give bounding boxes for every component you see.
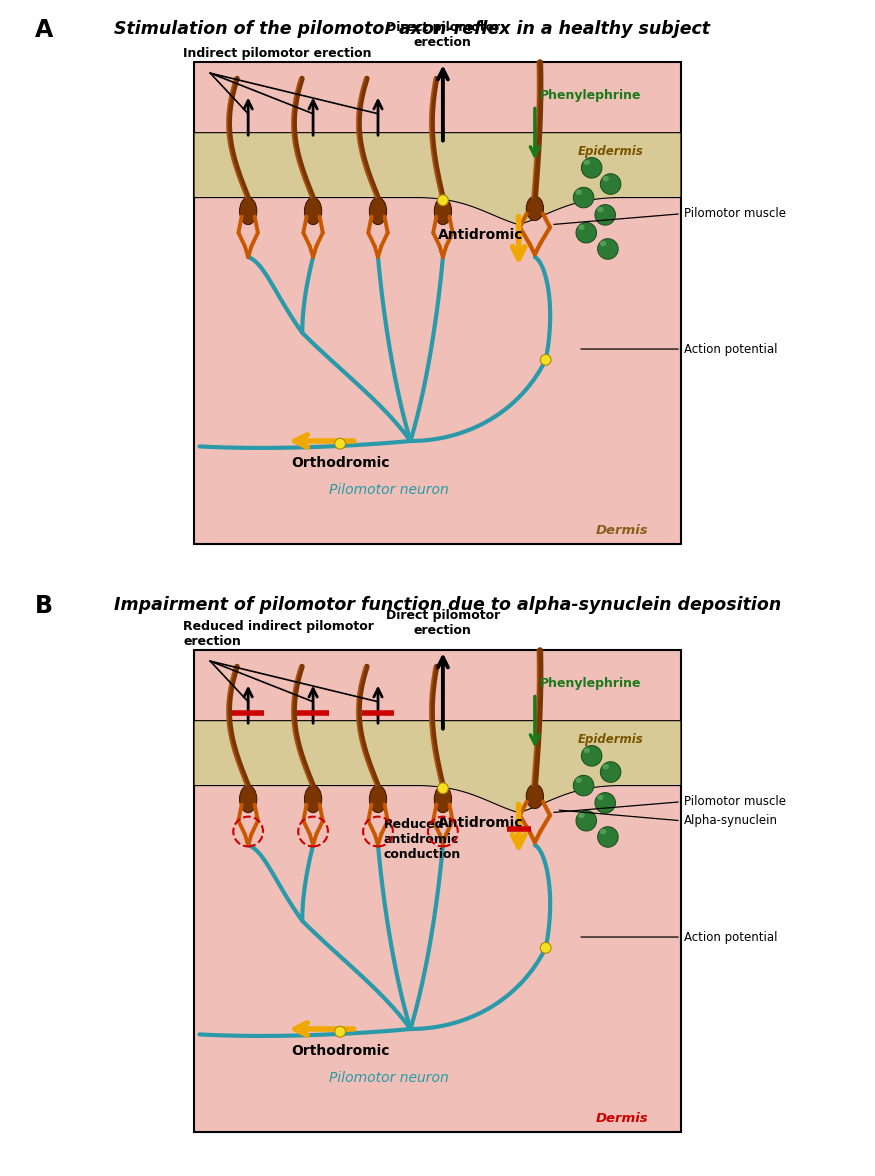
Ellipse shape <box>581 158 602 178</box>
Ellipse shape <box>540 942 551 954</box>
Text: Epidermis: Epidermis <box>578 733 643 746</box>
Text: Direct pilomotor
erection: Direct pilomotor erection <box>386 609 500 637</box>
Ellipse shape <box>438 783 448 794</box>
Text: Stimulation of the pilomotor axon-reflex in a healthy subject: Stimulation of the pilomotor axon-reflex… <box>114 20 710 38</box>
Ellipse shape <box>597 795 604 800</box>
Ellipse shape <box>600 174 621 194</box>
Ellipse shape <box>578 225 584 230</box>
Text: Indirect pilomotor erection: Indirect pilomotor erection <box>183 47 372 60</box>
Ellipse shape <box>304 198 322 225</box>
Ellipse shape <box>598 827 618 847</box>
Ellipse shape <box>369 786 387 813</box>
Ellipse shape <box>597 207 604 212</box>
Ellipse shape <box>603 176 609 181</box>
Text: Phenylephrine: Phenylephrine <box>540 89 641 102</box>
Ellipse shape <box>434 786 452 813</box>
Ellipse shape <box>598 239 618 259</box>
Ellipse shape <box>599 829 606 834</box>
Ellipse shape <box>595 205 615 225</box>
Text: Pilomotor muscle: Pilomotor muscle <box>683 795 786 808</box>
Ellipse shape <box>603 764 609 769</box>
Ellipse shape <box>304 786 322 813</box>
Polygon shape <box>194 133 681 225</box>
Text: Phenylephrine: Phenylephrine <box>540 677 641 690</box>
Ellipse shape <box>526 196 543 221</box>
Ellipse shape <box>573 775 594 796</box>
Ellipse shape <box>595 793 615 813</box>
Text: Epidermis: Epidermis <box>578 145 643 158</box>
Ellipse shape <box>335 439 346 449</box>
Text: Impairment of pilomotor function due to alpha-synuclein deposition: Impairment of pilomotor function due to … <box>114 596 781 614</box>
Ellipse shape <box>576 777 582 783</box>
Ellipse shape <box>573 187 594 208</box>
Ellipse shape <box>526 784 543 809</box>
Text: Pilomotor muscle: Pilomotor muscle <box>683 207 786 220</box>
Ellipse shape <box>240 198 257 225</box>
Ellipse shape <box>599 241 606 246</box>
Polygon shape <box>194 721 681 813</box>
Ellipse shape <box>335 1027 346 1037</box>
Text: Antidromic: Antidromic <box>438 228 523 242</box>
Text: Reduced indirect pilomotor
erection: Reduced indirect pilomotor erection <box>183 620 374 648</box>
Text: Dermis: Dermis <box>596 523 648 536</box>
Ellipse shape <box>584 748 590 753</box>
Ellipse shape <box>576 810 597 831</box>
Ellipse shape <box>600 762 621 782</box>
Ellipse shape <box>584 160 590 165</box>
Text: Alpha-synuclein: Alpha-synuclein <box>683 814 778 827</box>
Ellipse shape <box>434 198 452 225</box>
Text: A: A <box>35 18 53 41</box>
Text: B: B <box>35 594 53 617</box>
Ellipse shape <box>369 198 387 225</box>
Ellipse shape <box>240 786 257 813</box>
Text: Pilomotor neuron: Pilomotor neuron <box>329 482 449 496</box>
Bar <box>194 650 681 1131</box>
Text: Pilomotor neuron: Pilomotor neuron <box>329 1070 449 1084</box>
Ellipse shape <box>576 222 597 243</box>
Text: Orthodromic: Orthodromic <box>291 1043 390 1057</box>
Text: Antidromic: Antidromic <box>438 816 523 830</box>
Text: Action potential: Action potential <box>683 930 777 943</box>
Bar <box>194 62 681 543</box>
Text: Direct pilomotor
erection: Direct pilomotor erection <box>386 21 500 49</box>
Ellipse shape <box>581 746 602 766</box>
Text: Reduced
antidromic
conduction: Reduced antidromic conduction <box>383 818 460 861</box>
Text: Dermis: Dermis <box>596 1111 648 1124</box>
Text: Orthodromic: Orthodromic <box>291 455 390 469</box>
Ellipse shape <box>438 195 448 206</box>
Ellipse shape <box>578 813 584 818</box>
Text: Action potential: Action potential <box>683 342 777 355</box>
Ellipse shape <box>576 189 582 195</box>
Ellipse shape <box>540 354 551 366</box>
